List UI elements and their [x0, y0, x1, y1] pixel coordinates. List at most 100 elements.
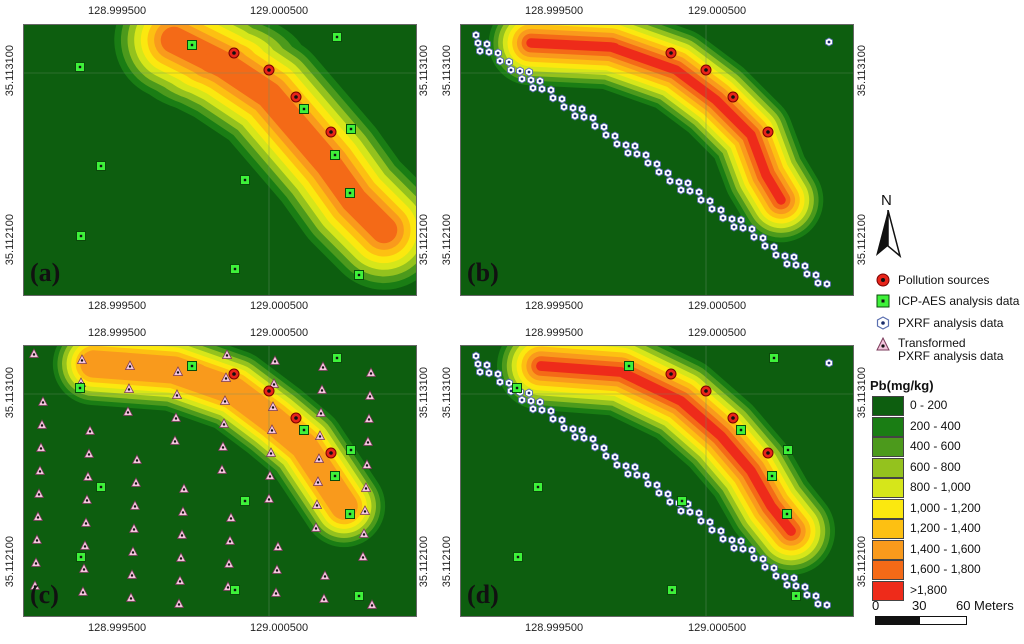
- pxrf-sample-marker: [571, 111, 579, 121]
- pxrf-sample-marker: [622, 461, 630, 471]
- coord-bottom-d-1: 128.999500: [525, 622, 584, 634]
- pxrf-hexagon-icon: [876, 316, 890, 330]
- transformed-sample-marker: [361, 459, 373, 469]
- coord-bottom-c-1: 128.999500: [88, 622, 147, 634]
- pxrf-sample-marker: [547, 85, 555, 95]
- pxrf-sample-marker: [666, 176, 674, 186]
- transformed-sample-marker: [81, 494, 93, 504]
- transformed-sample-marker: [319, 570, 331, 580]
- pxrf-sample-marker: [761, 562, 769, 572]
- pxrf-sample-marker: [695, 508, 703, 518]
- coord-right-c-1: 35.113100: [418, 367, 430, 419]
- pollution-source-marker: [700, 385, 712, 397]
- transformed-sample-marker: [123, 383, 135, 393]
- transformed-sample-marker: [266, 424, 278, 434]
- pxrf-sample-marker: [600, 443, 608, 453]
- pxrf-sample-marker: [772, 250, 780, 260]
- transformed-triangle-icon: [876, 337, 890, 351]
- panel-label-d: (d): [467, 580, 499, 609]
- transformed-sample-marker: [263, 493, 275, 503]
- transformed-sample-marker: [170, 412, 182, 422]
- pxrf-sample-marker: [472, 351, 480, 361]
- pxrf-sample-marker: [578, 425, 586, 435]
- pxrf-sample-marker: [547, 406, 555, 416]
- pxrf-sample-marker: [558, 94, 566, 104]
- icp-sample-marker: [240, 496, 250, 506]
- transformed-sample-marker: [122, 406, 134, 416]
- pxrf-sample-marker: [644, 479, 652, 489]
- pxrf-sample-marker: [695, 187, 703, 197]
- pxrf-sample-marker: [494, 48, 502, 58]
- pxrf-sample-marker: [653, 159, 661, 169]
- pxrf-sample-marker: [476, 46, 484, 56]
- transformed-sample-marker: [29, 580, 41, 590]
- coord-left-b-2: 35.112100: [441, 214, 453, 266]
- transformed-sample-marker: [32, 511, 44, 521]
- pxrf-sample-marker: [761, 241, 769, 251]
- icp-sample-marker: [782, 509, 792, 519]
- icp-sample-marker: [346, 445, 356, 455]
- pb-class-swatch: [872, 560, 904, 580]
- icp-sample-marker: [512, 383, 522, 393]
- transformed-sample-marker: [131, 454, 143, 464]
- pxrf-sample-marker: [655, 488, 663, 498]
- transformed-sample-marker: [219, 395, 231, 405]
- transformed-sample-marker: [310, 522, 322, 532]
- transformed-sample-marker: [84, 425, 96, 435]
- transformed-sample-marker: [216, 464, 228, 474]
- legend-pollution-sources: Pollution sources: [876, 273, 989, 287]
- icp-sample-marker: [513, 552, 523, 562]
- transformed-sample-marker: [224, 535, 236, 545]
- pxrf-sample-marker: [677, 506, 685, 516]
- pxrf-sample-marker: [549, 414, 557, 424]
- pxrf-sample-marker: [472, 30, 480, 40]
- pxrf-sample-marker: [529, 83, 537, 93]
- coord-bottom-a-1: 128.999500: [88, 300, 147, 312]
- coord-left-c-2: 35.112100: [4, 536, 16, 588]
- transformed-sample-marker: [221, 349, 233, 359]
- transformed-sample-marker: [271, 564, 283, 574]
- pollution-source-marker: [762, 447, 774, 459]
- transformed-sample-marker: [314, 430, 326, 440]
- transformed-sample-marker: [272, 541, 284, 551]
- scale-tick-60: 60: [956, 598, 971, 613]
- pxrf-sample-marker: [739, 544, 747, 554]
- pxrf-sample-marker: [825, 358, 833, 368]
- transformed-sample-marker: [124, 360, 136, 370]
- pxrf-sample-marker: [560, 423, 568, 433]
- coord-top-c-1: 128.999500: [88, 327, 147, 339]
- pollution-source-marker: [762, 126, 774, 138]
- transformed-sample-marker: [360, 482, 372, 492]
- pxrf-sample-marker: [613, 460, 621, 470]
- pb-class-swatch: [872, 416, 904, 437]
- pxrf-sample-marker: [728, 214, 736, 224]
- icp-sample-marker: [624, 361, 634, 371]
- icp-sample-marker: [677, 496, 687, 506]
- pollution-source-marker: [325, 126, 337, 138]
- pxrf-sample-marker: [686, 186, 694, 196]
- pb-class-swatch: [872, 498, 904, 519]
- scale-tick-30: 30: [912, 598, 927, 613]
- coord-top-d-2: 129.000500: [688, 327, 747, 339]
- icp-sample-marker: [240, 175, 250, 185]
- coord-left-a-2: 35.112100: [4, 214, 16, 266]
- pollution-source-marker: [700, 64, 712, 76]
- icp-sample-marker: [299, 425, 309, 435]
- pxrf-sample-marker: [770, 242, 778, 252]
- pxrf-sample-marker: [655, 167, 663, 177]
- pxrf-sample-marker: [750, 232, 758, 242]
- pxrf-sample-marker: [569, 424, 577, 434]
- pxrf-sample-marker: [812, 591, 820, 601]
- icp-sample-marker: [346, 124, 356, 134]
- icp-sample-marker: [187, 361, 197, 371]
- pxrf-sample-marker: [675, 177, 683, 187]
- pxrf-sample-marker: [525, 388, 533, 398]
- pxrf-sample-marker: [474, 359, 482, 369]
- pxrf-sample-marker: [783, 580, 791, 590]
- pxrf-sample-marker: [538, 84, 546, 94]
- coord-left-d-2: 35.112100: [441, 536, 453, 588]
- pollution-source-marker: [290, 412, 302, 424]
- icp-sample-marker: [76, 552, 86, 562]
- icp-sample-marker: [230, 585, 240, 595]
- pxrf-sample-marker: [591, 121, 599, 131]
